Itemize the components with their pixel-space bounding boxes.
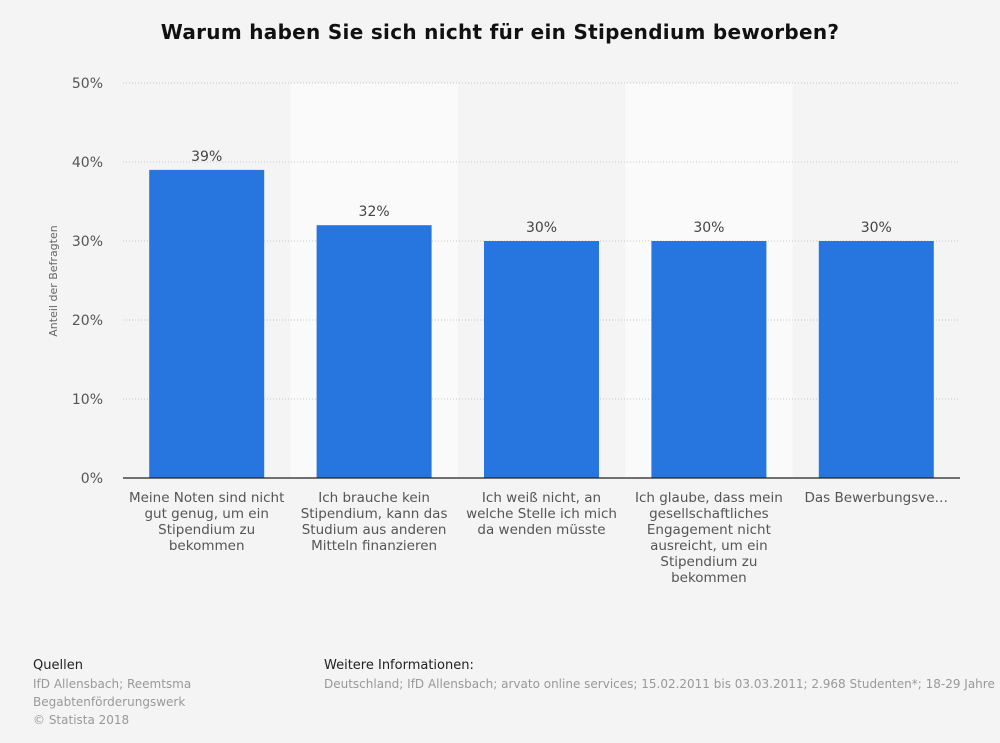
further-info: Weitere Informationen: Deutschland; IfD …	[324, 657, 995, 693]
data-label: 39%	[191, 149, 222, 165]
sources: Quellen IfD Allensbach; Reemtsma Begabte…	[33, 657, 191, 729]
chart-title: Warum haben Sie sich nicht für ein Stipe…	[160, 20, 840, 44]
y-axis-label: Anteil der Befragten	[47, 225, 60, 336]
sources-heading: Quellen	[33, 658, 83, 673]
source-line: IfD Allensbach; Reemtsma	[33, 677, 192, 691]
info-text: Deutschland; IfD Allensbach; arvato onli…	[324, 677, 995, 691]
bar	[149, 169, 265, 478]
info-heading: Weitere Informationen:	[324, 658, 474, 673]
data-label: 30%	[861, 220, 892, 236]
x-tick-label: Meine Noten sind nicht gut genug, um ein…	[128, 490, 285, 554]
y-tick-label: 10%	[72, 392, 103, 408]
bar	[316, 225, 432, 478]
x-tick-label: Das Bewerbungsve…	[804, 490, 949, 506]
y-tick-label: 50%	[72, 76, 103, 92]
y-tick-label: 30%	[72, 234, 103, 250]
data-label: 32%	[359, 204, 390, 220]
bar	[484, 241, 599, 478]
x-tick-label: Ich brauche kein Stipendium, kann das St…	[300, 490, 448, 554]
source-line: Begabtenförderungswerk	[33, 695, 186, 709]
data-label: 30%	[693, 220, 724, 236]
y-tick-label: 0%	[81, 471, 103, 487]
data-label: 30%	[526, 220, 557, 236]
x-tick-label: Ich weiß nicht, an welche Stelle ich mic…	[466, 490, 617, 538]
y-tick-label: 40%	[72, 155, 103, 171]
x-tick-label: Ich glaube, dass mein gesellschaftliches…	[634, 490, 783, 586]
bar	[818, 241, 934, 478]
copyright: © Statista 2018	[33, 713, 130, 727]
bar	[651, 241, 767, 478]
y-tick-label: 20%	[72, 313, 103, 329]
